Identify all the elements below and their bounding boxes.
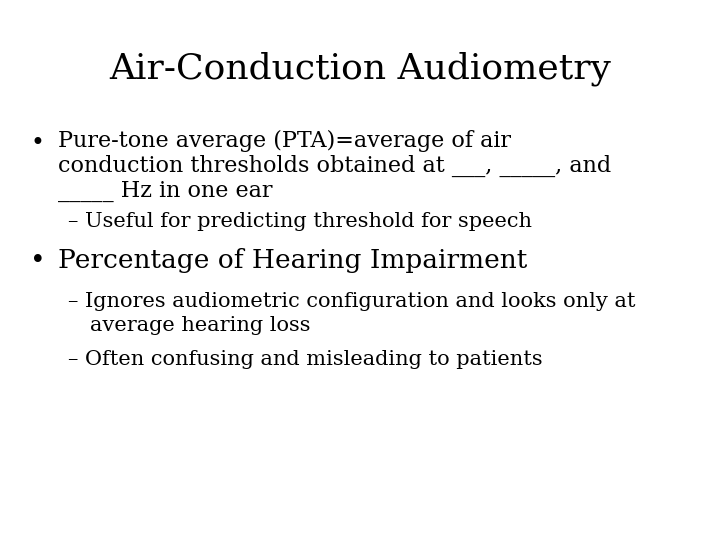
Text: – Ignores audiometric configuration and looks only at: – Ignores audiometric configuration and … [68,292,636,311]
Text: average hearing loss: average hearing loss [90,316,310,335]
Text: – Often confusing and misleading to patients: – Often confusing and misleading to pati… [68,350,543,369]
Text: Percentage of Hearing Impairment: Percentage of Hearing Impairment [58,248,527,273]
Text: •: • [30,132,44,155]
Text: Air-Conduction Audiometry: Air-Conduction Audiometry [109,52,611,86]
Text: •: • [30,248,45,273]
Text: Pure-tone average (PTA)=average of air: Pure-tone average (PTA)=average of air [58,130,511,152]
Text: – Useful for predicting threshold for speech: – Useful for predicting threshold for sp… [68,212,532,231]
Text: _____ Hz in one ear: _____ Hz in one ear [58,180,272,202]
Text: conduction thresholds obtained at ___, _____, and: conduction thresholds obtained at ___, _… [58,155,611,177]
